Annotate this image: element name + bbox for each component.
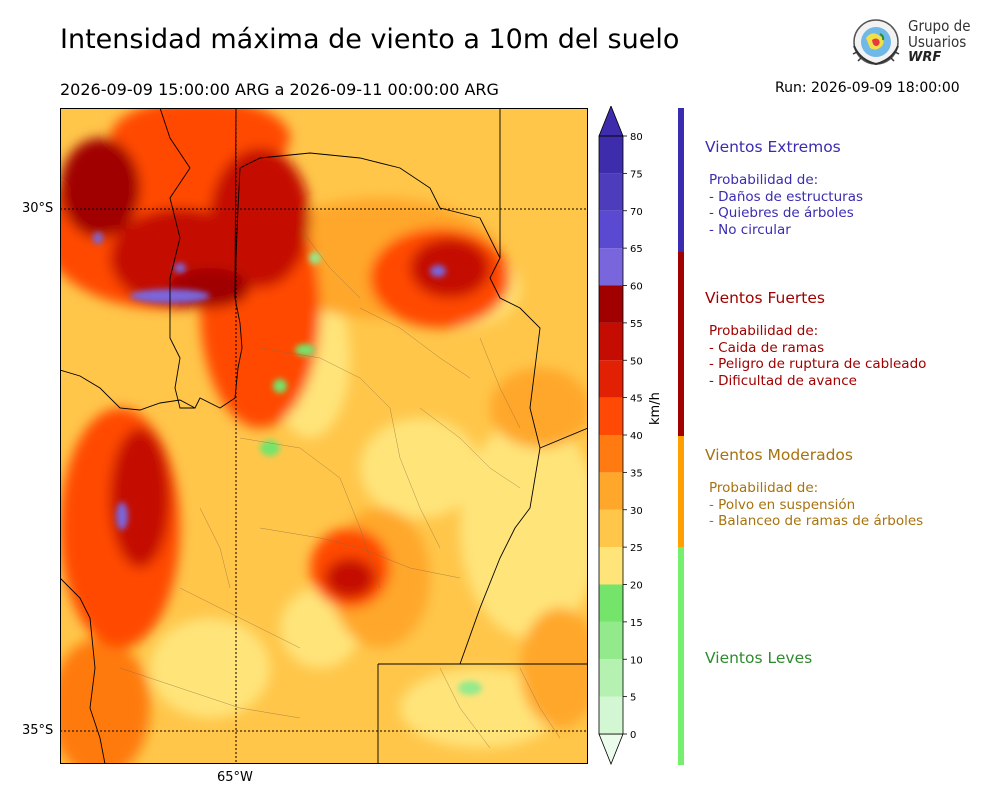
- colorbar-tick-label: 65: [630, 244, 643, 255]
- department-borders: [119, 227, 561, 749]
- colorbar-tick-label: 15: [630, 618, 643, 629]
- colorbar-segment: [599, 621, 623, 660]
- logo-line-1: Grupo de: [908, 17, 971, 35]
- map-frame: [60, 108, 588, 764]
- run-time: Run: 2026-09-09 18:00:00: [775, 80, 960, 96]
- lat-label-35s: 35°S: [22, 723, 54, 738]
- category-strong-title: Vientos Fuertes: [705, 289, 825, 307]
- category-extreme-desc-line: - Daños de estructuras: [709, 188, 864, 205]
- wind-map: [60, 108, 588, 764]
- wind-field-svg: [60, 108, 588, 764]
- wind-intensity-field: [60, 108, 588, 764]
- category-bar-moderate: [678, 436, 684, 547]
- colorbar-tick-label: 40: [630, 431, 643, 442]
- colorbar-tick-label: 75: [630, 169, 643, 180]
- colorbar-max-extension: [598, 104, 624, 137]
- category-moderate-desc-line: - Polvo en suspensión: [709, 496, 856, 513]
- colorbar-min-extension: [598, 733, 624, 766]
- map-title: Intensidad máxima de viento a 10m del su…: [60, 24, 680, 55]
- colorbar-tick-label: 20: [630, 581, 643, 592]
- lat-label-30s: 30°S: [22, 201, 54, 216]
- colorbar-tick-label: 45: [630, 394, 643, 405]
- colorbar-unit: km/h: [648, 392, 663, 425]
- colorbar: 0 5 10 15 20 25 30 35 40 45 50 55 60 65 70 75 80: [596, 104, 666, 768]
- category-moderate-desc-line: - Balanceo de ramas de árboles: [709, 513, 924, 529]
- colorbar-segment: [599, 136, 623, 174]
- category-moderate-desc: Probabilidad de: - Polvo en suspensión -…: [709, 480, 923, 530]
- category-light-title: Vientos Leves: [705, 649, 813, 667]
- category-strong-desc-line: - Dificultad de avance: [709, 372, 857, 389]
- colorbar-segment: [599, 322, 623, 361]
- colorbar-segment: [599, 509, 623, 548]
- colorbar-tick-label: 30: [630, 506, 643, 517]
- category-bar-extreme: [678, 108, 684, 252]
- colorbar-segment: [599, 360, 623, 398]
- colorbar-segment: [599, 696, 623, 734]
- category-bar-strong: [678, 252, 684, 436]
- category-extreme-desc-line: - No circular: [709, 221, 791, 238]
- province-borders: [60, 108, 588, 764]
- forecast-period: 2026-09-09 15:00:00 ARG a 2026-09-11 00:…: [60, 80, 499, 99]
- graticule: [60, 108, 588, 764]
- category-extreme-desc-line: Probabilidad de:: [709, 172, 819, 188]
- colorbar-tick-label: 25: [630, 543, 643, 554]
- globe-emblem-icon: [852, 19, 900, 66]
- category-strong-desc-line: - Peligro de ruptura de cableado: [709, 356, 927, 372]
- colorbar-tick-label: 80: [630, 132, 643, 143]
- colorbar-tick-label: 35: [630, 468, 643, 479]
- colorbar-tick-label: 70: [630, 207, 643, 218]
- lon-label-65w: 65°W: [217, 770, 253, 785]
- category-moderate-title: Vientos Moderados: [705, 446, 853, 464]
- category-strong-desc: Probabilidad de: - Caida de ramas - Peli…: [709, 323, 926, 389]
- colorbar-svg: 0 5 10 15 20 25 30 35 40 45 50 55 60 65 70 75 80: [598, 104, 643, 766]
- colorbar-segment: [599, 472, 623, 510]
- colorbar-segment: [599, 173, 623, 211]
- colorbar-tick-label: 50: [630, 356, 643, 367]
- logo-text: Grupo de Usuarios: [908, 18, 971, 50]
- colorbar-segment: [599, 435, 623, 473]
- colorbar-segment: [599, 248, 623, 286]
- logo-wrf: WRF: [908, 50, 942, 65]
- colorbar-segment: [599, 584, 623, 622]
- category-bar-light: [678, 547, 684, 765]
- colorbar-segment: [599, 547, 623, 585]
- wrf-users-group-logo: Grupo de Usuarios WRF: [848, 16, 978, 72]
- colorbar-segment: [599, 659, 623, 697]
- colorbar-tick-label: 10: [630, 655, 643, 666]
- logo-line-2: Usuarios: [908, 33, 967, 51]
- category-strong-desc-line: - Caida de ramas: [709, 339, 825, 356]
- category-extreme-desc-line: - Quiebres de árboles: [709, 205, 854, 221]
- colorbar-tick-label: 5: [630, 693, 636, 704]
- colorbar-tick-label: 0: [630, 730, 636, 741]
- colorbar-segment: [599, 397, 623, 435]
- colorbar-segment: [599, 210, 623, 249]
- colorbar-segment: [599, 285, 623, 323]
- colorbar-tick-label: 55: [630, 319, 643, 330]
- category-moderate-desc-line: Probabilidad de:: [709, 480, 819, 496]
- category-extreme-desc: Probabilidad de: - Daños de estructuras …: [709, 172, 863, 238]
- colorbar-tick-label: 60: [630, 282, 643, 293]
- category-extreme-title: Vientos Extremos: [705, 138, 841, 156]
- category-strong-desc-line: Probabilidad de:: [709, 323, 819, 339]
